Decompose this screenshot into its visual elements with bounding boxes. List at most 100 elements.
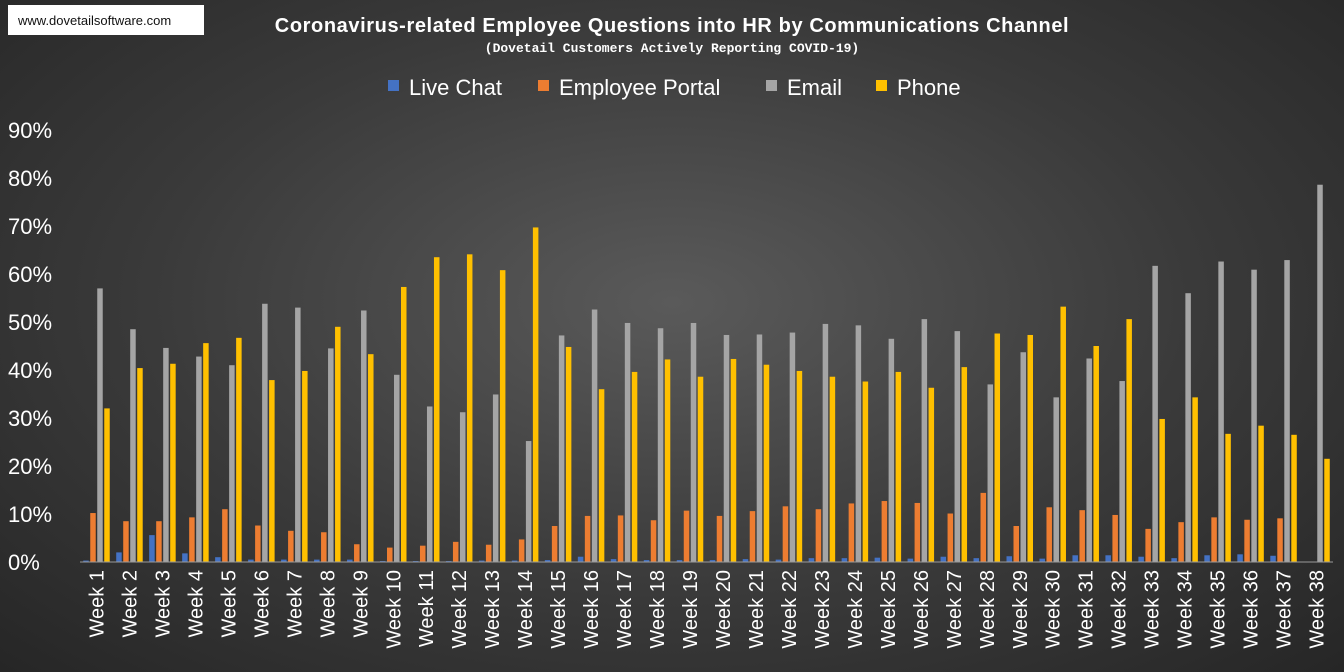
bar-live-chat xyxy=(775,559,782,562)
y-tick-label: 90% xyxy=(8,118,52,143)
bar-email xyxy=(229,365,235,562)
bar-email xyxy=(426,406,433,562)
bar-live-chat xyxy=(544,560,551,562)
legend: Live Chat Employee Portal Email Phone xyxy=(388,75,961,100)
bar-email xyxy=(558,335,565,562)
bar-employee-portal xyxy=(782,506,789,562)
bar-phone xyxy=(763,364,770,562)
bars xyxy=(83,184,1330,562)
bar-live-chat xyxy=(215,557,221,562)
bar-email xyxy=(262,303,268,562)
bar-email xyxy=(690,322,697,562)
bar-phone xyxy=(499,270,506,562)
x-tick-label: Week 28 xyxy=(977,570,999,649)
bar-live-chat xyxy=(182,553,188,562)
x-tick-label: Week 38 xyxy=(1307,570,1329,649)
bar-email xyxy=(888,338,895,562)
bar-email xyxy=(328,348,334,562)
bar-employee-portal xyxy=(1079,510,1085,562)
bar-email xyxy=(196,356,202,562)
x-tick-label: Week 3 xyxy=(152,570,174,637)
bar-phone xyxy=(796,370,803,562)
bar-employee-portal xyxy=(1112,514,1118,562)
x-tick-label: Week 5 xyxy=(218,570,240,637)
x-tick-label: Week 24 xyxy=(845,570,867,649)
bar-email xyxy=(130,329,136,562)
chart-title: Coronavirus-related Employee Questions i… xyxy=(275,15,1069,37)
bar-phone xyxy=(928,387,935,562)
bar-employee-portal xyxy=(518,539,525,562)
x-tick-label: Week 6 xyxy=(251,570,273,637)
legend-swatch xyxy=(876,80,887,91)
bar-phone xyxy=(203,343,209,562)
bar-live-chat xyxy=(248,559,254,562)
bar-email xyxy=(1053,397,1059,562)
bar-phone xyxy=(466,254,473,562)
bar-phone xyxy=(697,376,704,562)
bar-employee-portal xyxy=(947,513,954,562)
bar-phone xyxy=(1060,306,1066,562)
bar-phone xyxy=(1192,397,1198,562)
bar-phone xyxy=(532,227,539,562)
bar-employee-portal xyxy=(452,541,459,562)
x-tick-label: Week 29 xyxy=(1010,570,1032,649)
x-tick-label: Week 21 xyxy=(746,570,768,649)
legend-swatch xyxy=(388,80,399,91)
bar-employee-portal xyxy=(1013,526,1019,562)
x-tick-label: Week 8 xyxy=(317,570,339,637)
bar-phone xyxy=(1159,418,1165,562)
bar-email xyxy=(855,325,862,562)
bar-email xyxy=(723,334,730,562)
bar-employee-portal xyxy=(156,521,162,562)
bar-employee-portal xyxy=(683,510,690,562)
x-tick-label: Week 31 xyxy=(1076,570,1098,649)
bar-employee-portal xyxy=(123,521,129,562)
bar-employee-portal xyxy=(1211,517,1217,562)
bar-email xyxy=(1119,381,1125,562)
bar-email xyxy=(822,323,829,562)
bar-phone xyxy=(994,333,1001,562)
bar-phone xyxy=(433,257,440,562)
bar-live-chat xyxy=(281,559,287,562)
bar-phone xyxy=(565,346,572,562)
x-tick-label: Week 17 xyxy=(614,570,636,649)
bar-live-chat xyxy=(1270,555,1276,562)
bar-email xyxy=(756,334,763,562)
bar-phone xyxy=(598,389,605,562)
bar-email xyxy=(361,310,367,562)
bar-live-chat xyxy=(116,552,122,562)
bar-employee-portal xyxy=(485,544,492,562)
bar-live-chat xyxy=(1006,556,1012,562)
x-tick-label: Week 1 xyxy=(86,570,108,637)
bar-employee-portal xyxy=(1277,518,1283,562)
bar-email xyxy=(591,309,598,562)
bar-live-chat xyxy=(1171,558,1177,562)
x-tick-label: Week 15 xyxy=(548,570,570,649)
x-tick-label: Week 25 xyxy=(878,570,900,649)
bar-live-chat xyxy=(940,556,947,562)
bar-employee-portal xyxy=(354,544,360,562)
bar-email xyxy=(987,384,994,562)
bar-email xyxy=(954,331,961,562)
bar-email xyxy=(295,307,301,562)
bar-employee-portal xyxy=(650,520,657,562)
bar-email xyxy=(1152,265,1158,562)
x-tick-label: Week 30 xyxy=(1043,570,1065,649)
x-tick-label: Week 12 xyxy=(449,570,471,649)
y-tick-label: 70% xyxy=(8,214,52,239)
y-tick-label: 50% xyxy=(8,310,52,335)
bar-live-chat xyxy=(1138,556,1144,562)
bar-phone xyxy=(1291,434,1297,562)
bar-email xyxy=(1086,358,1092,562)
bar-phone xyxy=(401,286,407,562)
x-tick-label: Week 9 xyxy=(350,570,372,637)
bar-live-chat xyxy=(1039,558,1045,562)
bar-email xyxy=(97,288,103,562)
bar-employee-portal xyxy=(1046,507,1052,562)
bar-email xyxy=(657,328,664,562)
y-tick-label: 30% xyxy=(8,406,52,431)
bar-phone xyxy=(1126,319,1132,562)
bar-live-chat xyxy=(1204,555,1210,562)
bar-employee-portal xyxy=(881,501,888,562)
bar-email xyxy=(525,441,532,562)
